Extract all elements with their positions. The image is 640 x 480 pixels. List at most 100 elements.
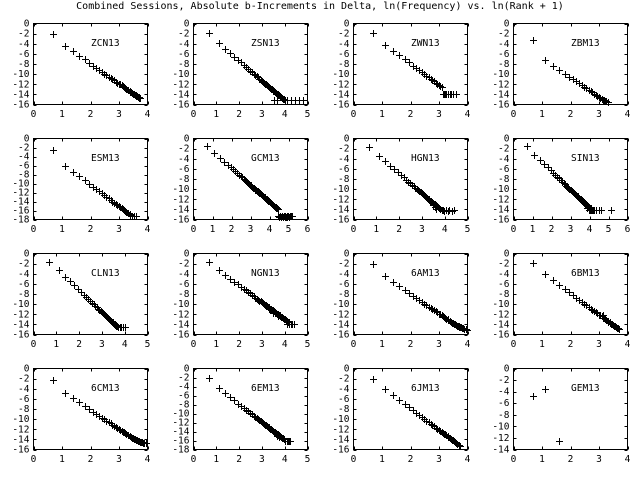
plot-frame — [193, 23, 309, 106]
y-tick-label: -10 — [12, 69, 29, 80]
y-tick-label: -10 — [172, 69, 189, 80]
plot-frame — [353, 138, 469, 221]
series-label: 6CM13 — [91, 383, 120, 394]
series-label: GEM13 — [571, 383, 600, 394]
x-tick-label: 4 — [625, 109, 631, 120]
y-tick-label: -8 — [498, 289, 510, 300]
y-tick-label: -8 — [18, 289, 30, 300]
subplot-GCM13: 0 1 2 3 4 5 6 0 -2 -4 -6 -8 -10 -12 -14 -16 GCM13 — [160, 128, 320, 243]
y-tick-label: -4 — [18, 269, 30, 280]
data-points — [530, 37, 612, 106]
y-tick-label: -8 — [338, 404, 350, 415]
y-tick-label: -16 — [332, 445, 349, 456]
data-points — [524, 143, 615, 214]
plot-frame — [193, 138, 309, 221]
y-tick-label: 0 — [344, 134, 350, 145]
y-tick-label: -6 — [498, 49, 510, 60]
y-tick-label: -12 — [492, 309, 509, 320]
data-points — [530, 260, 623, 333]
y-tick-label: -2 — [18, 374, 29, 385]
x-tick-label: 0 — [511, 224, 517, 235]
y-tick-label: -4 — [178, 39, 190, 50]
x-tick-label: 5 — [305, 109, 311, 120]
y-tick-label: 0 — [184, 134, 190, 145]
y-tick-label: -18 — [172, 445, 189, 456]
series-label: ESM13 — [91, 153, 120, 164]
y-tick-label: -6 — [18, 49, 30, 60]
x-tick-label: 0 — [191, 224, 197, 235]
y-tick-label: 0 — [24, 134, 30, 145]
y-tick-label: -6 — [18, 279, 30, 290]
y-tick-label: -12 — [172, 79, 189, 90]
x-tick-label: 4 — [625, 454, 631, 465]
y-tick-label: -16 — [12, 445, 29, 456]
y-tick-label: -10 — [332, 69, 349, 80]
y-tick-label: -2 — [498, 29, 509, 40]
y-tick-label: -16 — [332, 215, 349, 226]
plot-frame — [513, 253, 629, 336]
x-tick-label: 1 — [373, 224, 379, 235]
subplot-6JM13: 0 1 2 3 4 0 -2 -4 -6 -8 -10 -12 -14 -16 6JM13 — [320, 358, 480, 473]
data-points — [366, 144, 458, 215]
x-tick-label: 3 — [259, 339, 265, 350]
subplot-ESM13: 0 1 2 3 4 0 -2 -4 -6 -8 -10 -12 -14 -16 -18 ESM13 — [0, 128, 160, 243]
y-tick-label: -4 — [498, 387, 510, 398]
y-tick-label: -4 — [178, 382, 190, 393]
y-tick-label: -2 — [338, 144, 349, 155]
y-tick-label: -8 — [338, 59, 350, 70]
x-tick-label: 2 — [408, 454, 414, 465]
y-tick-label: -12 — [172, 309, 189, 320]
x-tick-label: 1 — [539, 339, 545, 350]
x-tick-label: 1 — [539, 109, 545, 120]
plot-frame — [33, 368, 149, 451]
subplot-6CM13: 0 1 2 3 4 0 -2 -4 -6 -8 -10 -12 -14 -16 6CM13 — [0, 358, 160, 473]
y-tick-label: -2 — [498, 144, 509, 155]
x-tick-label: 1 — [213, 109, 219, 120]
x-tick-label: 2 — [88, 224, 94, 235]
x-tick-label: 1 — [530, 224, 536, 235]
x-tick-label: 2 — [408, 109, 414, 120]
y-tick-label: 0 — [344, 19, 350, 30]
x-tick-label: 4 — [145, 454, 151, 465]
x-tick-label: 2 — [236, 339, 242, 350]
data-points — [50, 377, 150, 447]
y-tick-label: -12 — [12, 309, 29, 320]
data-points — [50, 31, 144, 102]
y-tick-label: -6 — [498, 398, 510, 409]
x-tick-label: 1 — [59, 224, 65, 235]
y-tick-label: -12 — [12, 188, 29, 199]
y-tick-label: -14 — [332, 319, 349, 330]
x-tick-label: 2 — [396, 224, 402, 235]
subplot-CLN13: 0 1 2 3 4 5 0 -2 -4 -6 -8 -10 -12 -14 -16 CLN13 — [0, 243, 160, 358]
y-tick-label: -8 — [178, 174, 190, 185]
x-tick-label: 5 — [465, 224, 471, 235]
x-tick-label: 2 — [568, 339, 574, 350]
series-label: ZSN13 — [251, 38, 280, 49]
x-tick-label: 4 — [442, 224, 448, 235]
subplot-ZWN13: 0 1 2 3 4 0 -2 -4 -6 -8 -10 -12 -14 -16 ZWN13 — [320, 13, 480, 128]
y-tick-label: -10 — [332, 184, 349, 195]
plot-frame — [33, 253, 149, 336]
y-tick-label: -10 — [332, 299, 349, 310]
data-points — [370, 261, 471, 334]
x-tick-label: 2 — [229, 224, 235, 235]
plot-frame — [513, 138, 629, 221]
x-tick-label: 0 — [511, 339, 517, 350]
y-tick-label: -6 — [178, 391, 190, 402]
y-tick-label: -2 — [338, 374, 349, 385]
subplot-ZCN13: 0 1 2 3 4 0 -2 -4 -6 -8 -10 -12 -14 -16 ZCN13 — [0, 13, 160, 128]
x-tick-label: 3 — [99, 339, 105, 350]
y-tick-label: 0 — [184, 364, 190, 375]
y-tick-label: -12 — [12, 424, 29, 435]
y-tick-label: 0 — [504, 249, 510, 260]
plot-frame — [33, 138, 149, 221]
y-tick-label: -6 — [18, 161, 30, 172]
y-tick-label: -8 — [338, 289, 350, 300]
y-tick-label: -8 — [498, 410, 510, 421]
